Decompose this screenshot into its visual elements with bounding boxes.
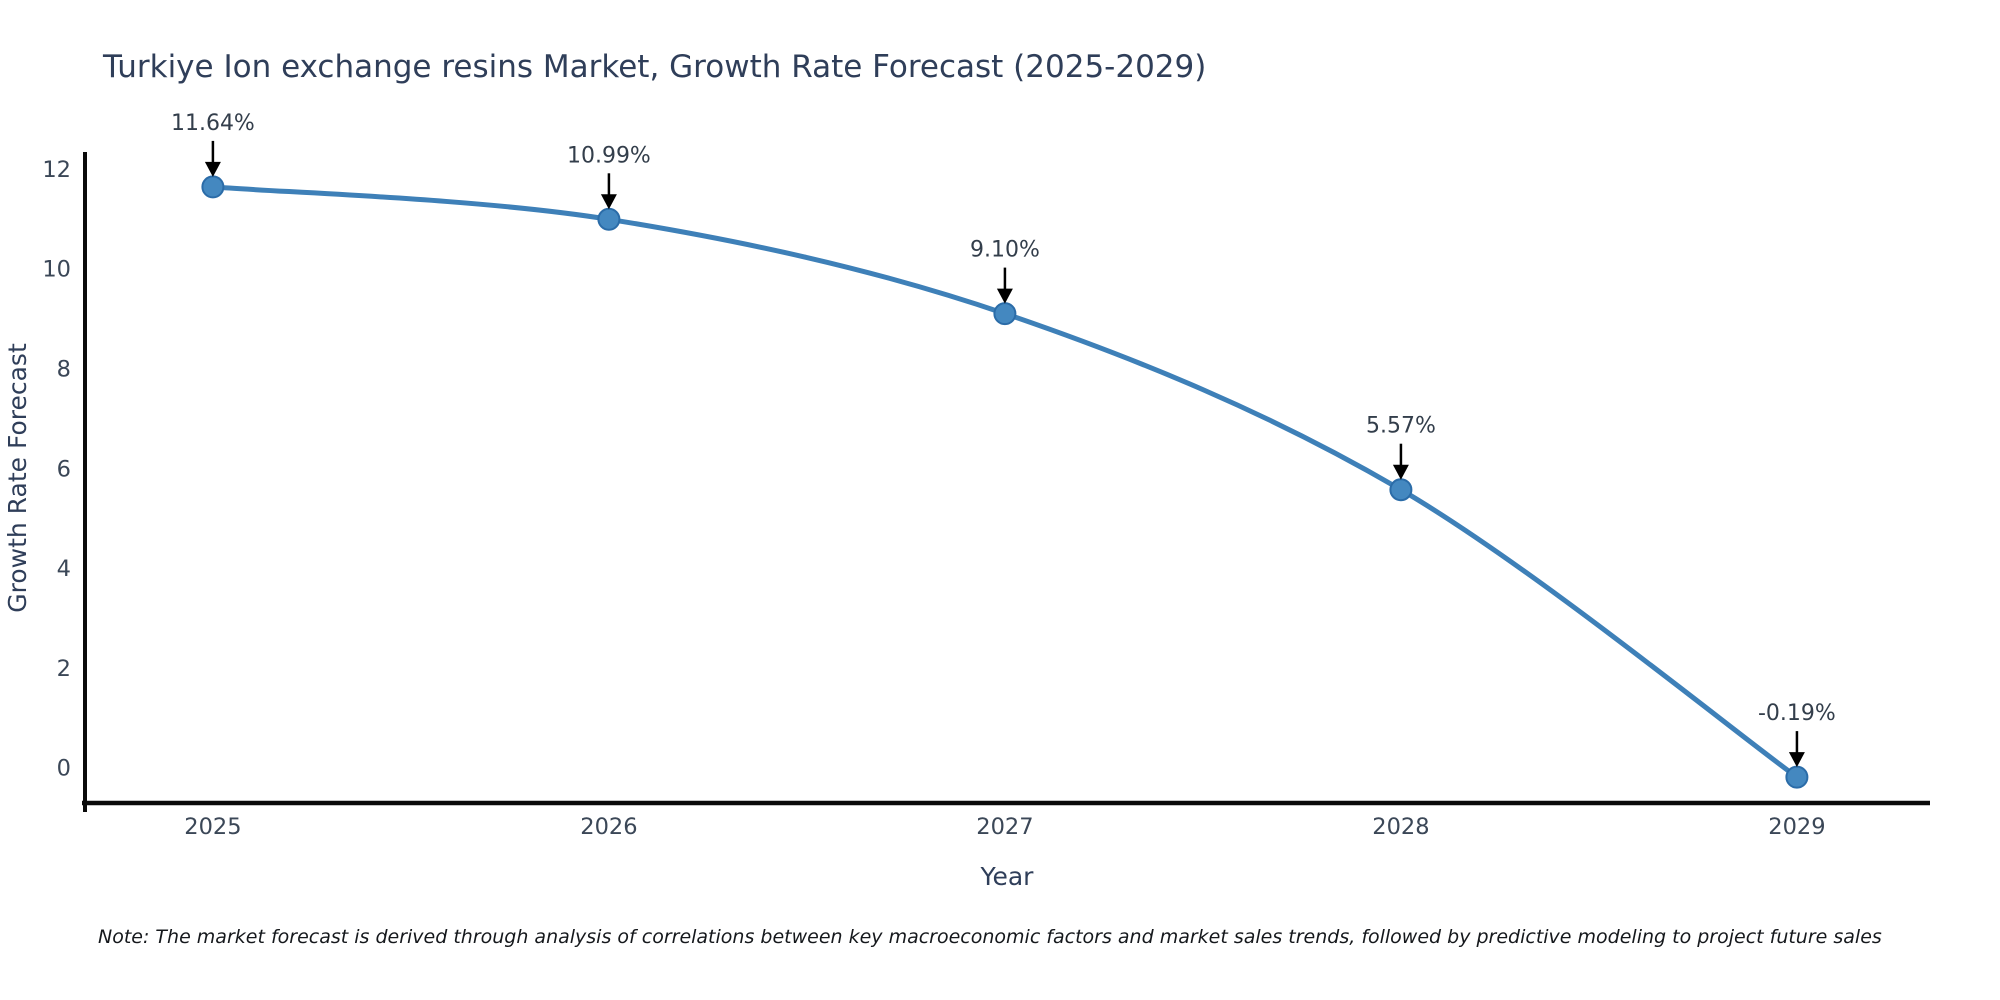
footnote: Note: The market forecast is derived thr… <box>98 926 1882 948</box>
data-point-2026 <box>597 207 621 231</box>
y-tick-label: 10 <box>42 257 71 283</box>
data-point-2027 <box>993 302 1017 326</box>
y-tick-label: 6 <box>57 456 71 482</box>
point-value-label: -0.19% <box>1758 701 1836 726</box>
annotation-arrowhead-icon <box>600 194 617 210</box>
point-value-label: 11.64% <box>171 111 255 136</box>
x-tick-label: 2027 <box>976 814 1033 840</box>
y-tick-label: 4 <box>57 556 71 582</box>
x-tick-label: 2026 <box>580 814 637 840</box>
x-tick-label: 2025 <box>184 814 241 840</box>
data-point-2025 <box>201 175 225 199</box>
data-point-2028 <box>1389 478 1413 502</box>
data-point-2029 <box>1785 765 1809 789</box>
annotation-arrowhead-icon <box>204 161 221 177</box>
x-tick-label: 2029 <box>1768 814 1825 840</box>
annotation-arrowhead-icon <box>1392 464 1409 480</box>
x-tick-label: 2028 <box>1372 814 1429 840</box>
annotation-arrowhead-icon <box>1788 752 1805 768</box>
annotation-arrowhead-icon <box>996 288 1013 304</box>
y-axis-title: Growth Rate Forecast <box>3 343 32 613</box>
point-value-label: 10.99% <box>567 143 651 168</box>
y-tick-label: 8 <box>57 357 71 383</box>
x-axis-title: Year <box>980 862 1035 891</box>
point-value-label: 9.10% <box>970 238 1040 263</box>
y-tick-label: 0 <box>57 756 71 782</box>
plot-area: 11.64% 10.99% 9.10% 5.57% -0.19% 0 2 4 6 8 10 12 202… <box>42 111 1930 840</box>
point-value-label: 5.57% <box>1366 414 1436 439</box>
y-tick-label: 2 <box>57 656 71 682</box>
y-tick-label: 12 <box>42 157 71 183</box>
chart-title: Turkiye Ion exchange resins Market, Grow… <box>103 49 1207 85</box>
